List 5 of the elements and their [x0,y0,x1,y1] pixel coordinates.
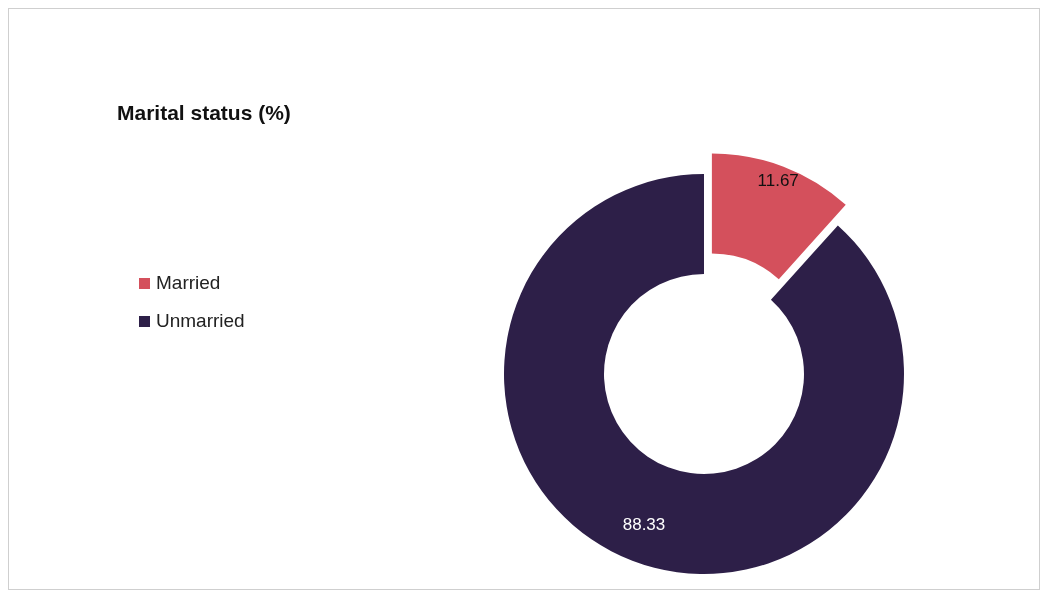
data-label: 88.33 [622,514,666,534]
legend-label: Unmarried [156,310,245,332]
data-label: 11.67 [757,171,799,191]
legend-label: Married [156,272,221,294]
chart-title: Marital status (%) [117,101,291,125]
